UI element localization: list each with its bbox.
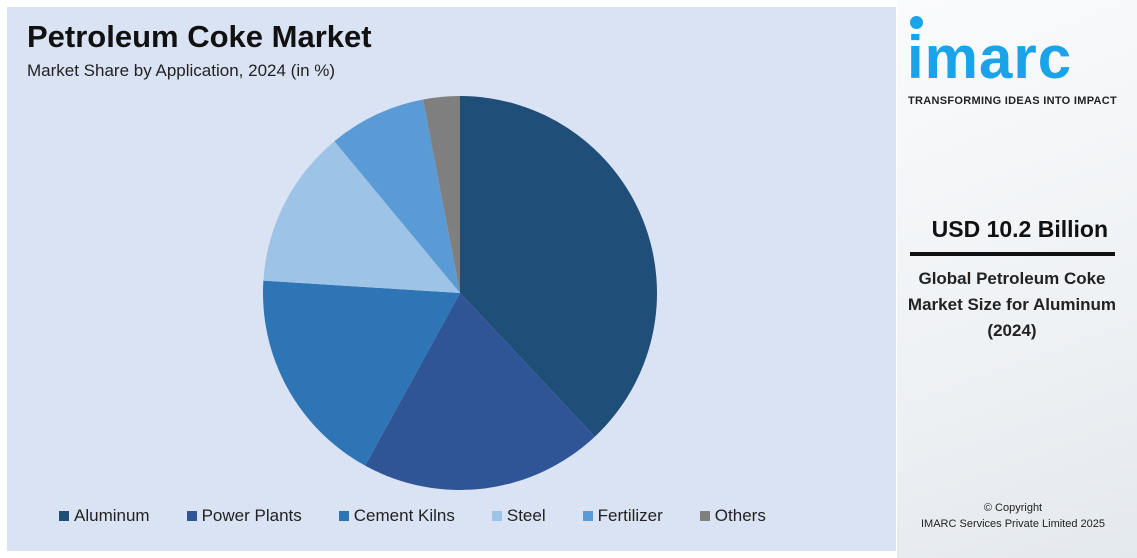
legend-item: Fertilizer bbox=[582, 506, 663, 526]
copyright: © Copyright IMARC Services Private Limit… bbox=[897, 500, 1129, 532]
chart-title: Petroleum Coke Market bbox=[27, 19, 372, 54]
market-value: USD 10.2 Billion bbox=[931, 216, 1108, 242]
pie-slice-cement-kilns bbox=[263, 280, 460, 466]
legend-item: Others bbox=[699, 506, 766, 526]
pie-slice-others bbox=[423, 96, 460, 293]
legend-item: Aluminum bbox=[59, 506, 150, 526]
legend-label: Steel bbox=[506, 506, 546, 525]
chart-subtitle: Market Share by Application, 2024 (in %) bbox=[27, 61, 336, 80]
pie-slice-aluminum bbox=[460, 96, 657, 437]
legend-swatch bbox=[699, 511, 710, 521]
chart-panel: Petroleum Coke Market Market Share by Ap… bbox=[7, 7, 896, 551]
legend-label: Power Plants bbox=[201, 506, 302, 525]
legend-item: Power Plants bbox=[186, 506, 302, 526]
legend-swatch bbox=[338, 511, 349, 521]
copyright-line-1: © Copyright bbox=[983, 502, 1043, 514]
market-description: Global Petroleum Coke Market Size for Al… bbox=[907, 269, 1117, 340]
info-sidebar: imarc TRANSFORMING IDEAS INTO IMPACT USD… bbox=[897, 0, 1137, 558]
legend-label: Cement Kilns bbox=[353, 506, 455, 525]
legend-swatch bbox=[59, 511, 69, 521]
legend-item: Cement Kilns bbox=[338, 506, 455, 526]
pie-chart bbox=[263, 96, 657, 490]
logo-tagline: TRANSFORMING IDEAS INTO IMPACT bbox=[908, 95, 1118, 107]
legend-swatch bbox=[491, 511, 502, 521]
legend-label: Fertilizer bbox=[597, 506, 663, 525]
legend-swatch bbox=[582, 511, 593, 521]
pie-slice-steel bbox=[263, 141, 460, 293]
legend-label: Aluminum bbox=[74, 506, 150, 525]
pie-slice-fertilizer bbox=[334, 99, 460, 293]
pie-slice-power-plants bbox=[365, 293, 595, 490]
copyright-line-2: IMARC Services Private Limited 2025 bbox=[920, 518, 1105, 530]
legend: Aluminum Power Plants Cement Kilns Steel Fer… bbox=[59, 506, 803, 526]
legend-swatch bbox=[186, 511, 197, 521]
legend-item: Steel bbox=[491, 506, 546, 526]
imarc-logo: imarc bbox=[907, 24, 1073, 91]
logo-dot bbox=[910, 16, 923, 29]
divider bbox=[910, 252, 1115, 256]
legend-label: Others bbox=[714, 506, 766, 525]
